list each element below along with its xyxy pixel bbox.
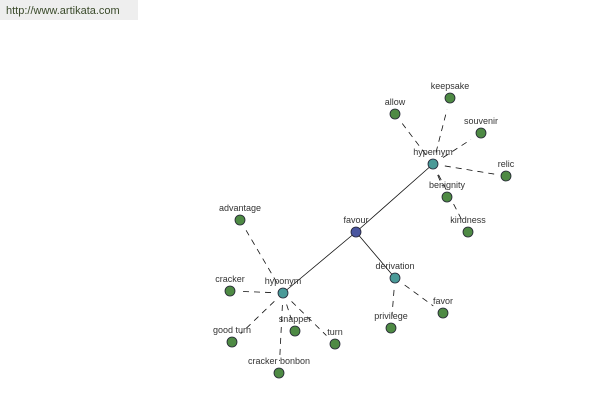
node-snapper[interactable]: snapper: [279, 314, 312, 337]
node-label: good turn: [213, 325, 251, 335]
node-circle[interactable]: [441, 191, 453, 203]
node-souvenir[interactable]: souvenir: [464, 116, 498, 139]
edge-hypernym-keepsake: [435, 109, 448, 153]
node-circle[interactable]: [462, 226, 474, 238]
node-kindness[interactable]: kindness: [450, 215, 486, 238]
node-relic[interactable]: relic: [498, 159, 515, 182]
edge-hyponym-turn: [291, 301, 327, 336]
node-label: privilege: [374, 311, 408, 321]
edge-hyponym-snapper: [286, 304, 292, 320]
node-derivation[interactable]: derivation: [375, 261, 415, 284]
node-favour[interactable]: favour: [343, 215, 369, 238]
node-label: benignity: [429, 180, 466, 190]
node-cracker-bonbon[interactable]: cracker bonbon: [248, 356, 310, 379]
node-circle[interactable]: [500, 170, 512, 182]
edge-hyponym-good-turn: [240, 301, 275, 334]
node-circle[interactable]: [389, 272, 401, 284]
node-label: cracker bonbon: [248, 356, 310, 366]
node-label: cracker: [215, 274, 245, 284]
node-label: snapper: [279, 314, 312, 324]
node-circle[interactable]: [385, 322, 397, 334]
node-keepsake[interactable]: keepsake: [431, 81, 470, 104]
edge-hypernym-relic: [444, 165, 495, 175]
node-good-turn[interactable]: good turn: [213, 325, 251, 348]
edge-favour-hypernym: [355, 163, 434, 233]
node-label: souvenir: [464, 116, 498, 126]
node-label: hyponym: [265, 276, 302, 286]
edge-derivation-favor: [404, 284, 434, 307]
node-favor[interactable]: favor: [433, 296, 453, 319]
node-circle[interactable]: [224, 285, 236, 297]
node-label: kindness: [450, 215, 486, 225]
node-label: relic: [498, 159, 515, 169]
node-label: advantage: [219, 203, 261, 213]
node-circle[interactable]: [475, 127, 487, 139]
edge-hypernym-souvenir: [442, 139, 472, 158]
node-circle[interactable]: [437, 307, 449, 319]
site-link[interactable]: http://www.artikata.com: [0, 0, 138, 20]
node-advantage[interactable]: advantage: [219, 203, 261, 226]
edge-hypernym-benignity: [437, 174, 443, 187]
node-privilege[interactable]: privilege: [374, 311, 408, 334]
edge-favour-hyponym: [282, 231, 357, 294]
node-label: turn: [327, 327, 343, 337]
node-circle[interactable]: [289, 325, 301, 337]
node-label: favour: [343, 215, 368, 225]
node-allow[interactable]: allow: [385, 97, 406, 120]
node-hyponym[interactable]: hyponym: [265, 276, 302, 299]
node-benignity[interactable]: benignity: [429, 180, 466, 203]
edge-favour-derivation: [355, 231, 396, 279]
node-hypernym[interactable]: hypernym: [413, 147, 453, 170]
node-label: allow: [385, 97, 406, 107]
node-circle[interactable]: [226, 336, 238, 348]
edge-derivation-privilege: [391, 289, 395, 317]
node-label: derivation: [375, 261, 414, 271]
node-circle[interactable]: [389, 108, 401, 120]
node-circle[interactable]: [444, 92, 456, 104]
node-label: favor: [433, 296, 453, 306]
node-circle[interactable]: [234, 214, 246, 226]
node-circle[interactable]: [329, 338, 341, 350]
edge-hyponym-cracker-bonbon: [279, 304, 283, 362]
node-circle[interactable]: [350, 226, 362, 238]
node-label: keepsake: [431, 81, 470, 91]
node-circle[interactable]: [277, 287, 289, 299]
edge-hyponym-advantage: [245, 230, 278, 283]
edge-hyponym-cracker: [241, 291, 272, 293]
node-label: hypernym: [413, 147, 453, 157]
node-circle[interactable]: [273, 367, 285, 379]
node-circle[interactable]: [427, 158, 439, 170]
node-cracker[interactable]: cracker: [215, 274, 245, 297]
node-turn[interactable]: turn: [327, 327, 343, 350]
